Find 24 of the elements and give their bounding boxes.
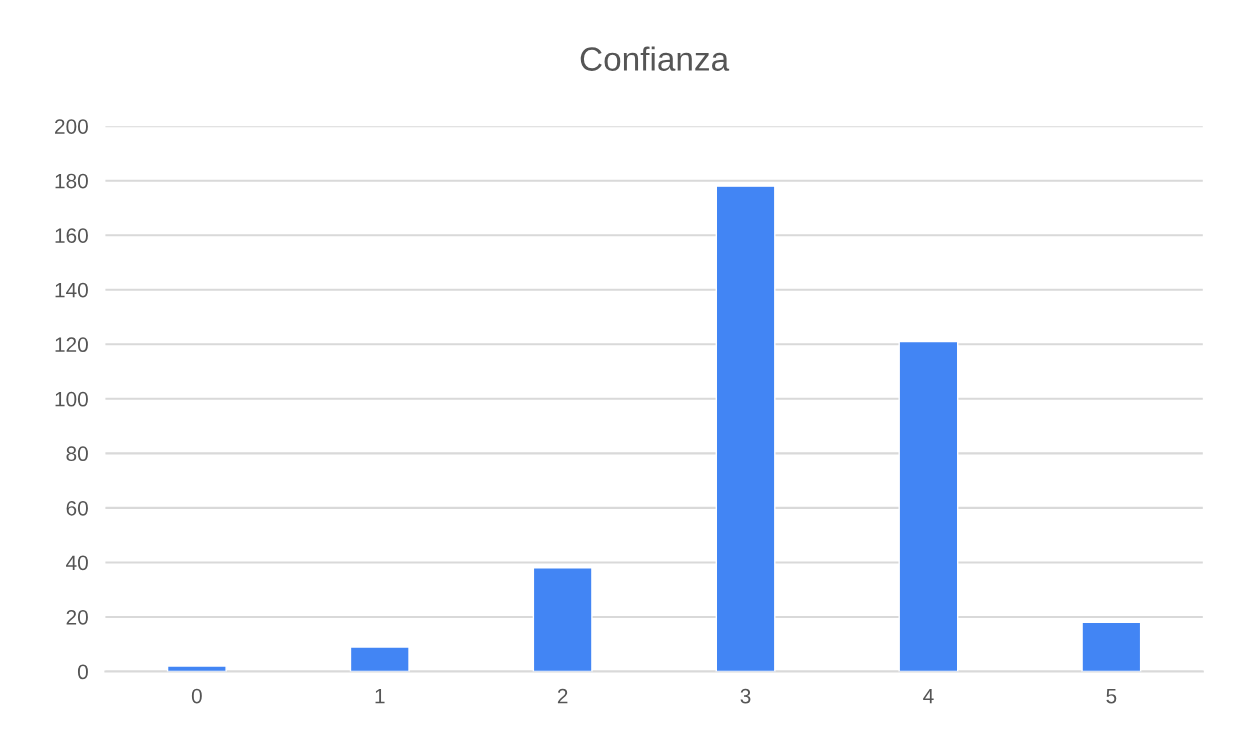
y-tick-label: 180: [55, 173, 88, 189]
bar: [166, 665, 227, 672]
x-tick-label: 1: [375, 688, 385, 704]
y-tick-label: 80: [66, 446, 88, 462]
y-tick-label: 200: [55, 119, 88, 134]
y-tick-label: 160: [55, 228, 88, 243]
bar: [715, 185, 776, 672]
chart-title: Confianza: [580, 46, 730, 71]
x-tick-label: 5: [1106, 688, 1117, 704]
y-tick-label: 120: [55, 337, 88, 353]
y-tick-label: 40: [66, 555, 88, 571]
bar: [532, 567, 593, 672]
x-tick-label: 3: [740, 688, 751, 704]
bar: [898, 340, 959, 672]
x-tick-label: 4: [923, 688, 934, 704]
y-tick-label: 0: [77, 664, 88, 680]
y-tick-label: 60: [66, 500, 88, 516]
x-tick-label: 2: [557, 688, 568, 704]
y-tick-label: 100: [55, 391, 88, 407]
bar: [349, 646, 410, 672]
y-tick-label: 20: [66, 609, 88, 625]
bar: [1081, 621, 1142, 672]
y-tick-label: 140: [55, 282, 88, 298]
x-tick-label: 0: [191, 688, 202, 704]
